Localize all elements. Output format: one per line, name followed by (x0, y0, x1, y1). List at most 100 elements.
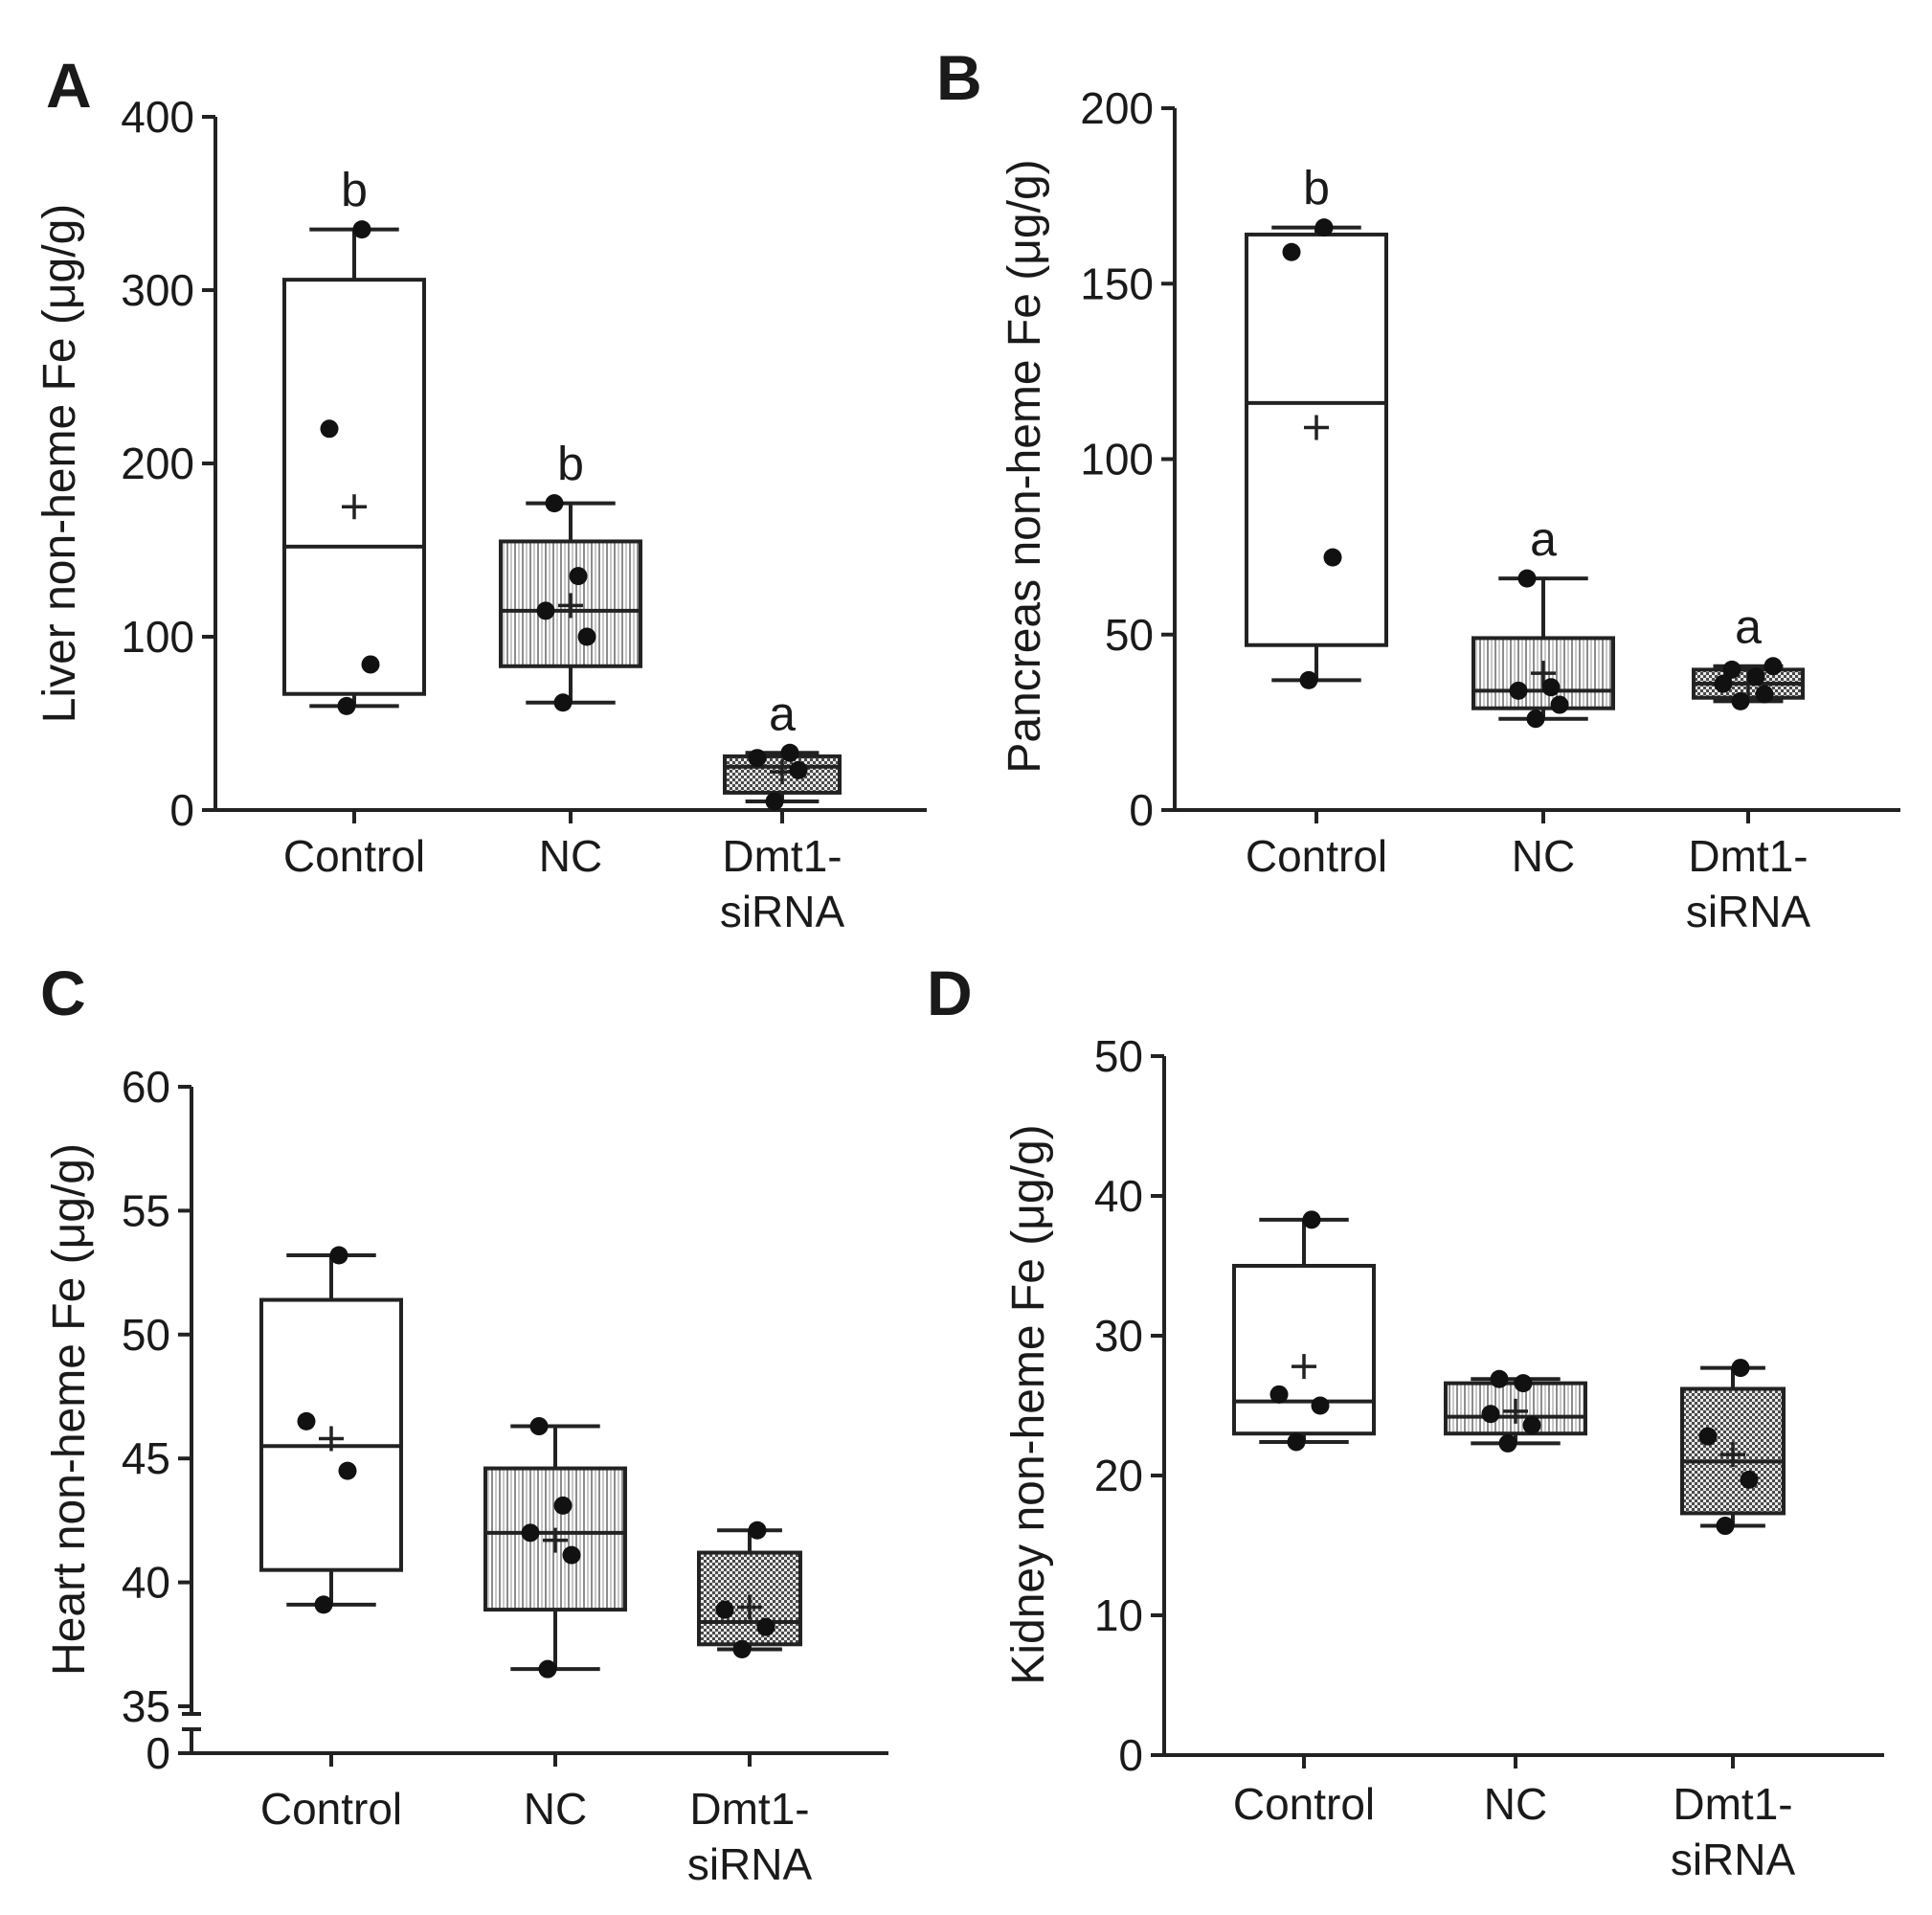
y-tick-label: 20 (1094, 1451, 1143, 1500)
data-point (1314, 218, 1334, 237)
significance-label: a (1735, 600, 1762, 654)
significance-label: a (1530, 512, 1557, 566)
data-point (1731, 1359, 1750, 1378)
x-category-label-line: Dmt1- (722, 831, 842, 881)
data-point (1740, 1470, 1759, 1489)
x-category-label: Dmt1- siRNA (720, 831, 845, 936)
data-point (538, 1659, 557, 1678)
data-point (1541, 678, 1561, 697)
y-tick-label: 55 (122, 1185, 170, 1235)
data-point (545, 494, 564, 513)
data-point (1498, 1433, 1517, 1453)
data-point (1746, 667, 1765, 687)
data-point (1509, 681, 1528, 700)
data-point (1282, 242, 1301, 261)
x-category-label-line: NC (1512, 831, 1575, 881)
y-axis-title: Liver non-heme Fe (μg/g) (34, 204, 85, 724)
data-point (1287, 1432, 1306, 1452)
y-tick-label: 10 (1094, 1590, 1143, 1640)
y-tick-label: 150 (1080, 259, 1154, 308)
x-category-label-line: siRNA (1671, 1835, 1796, 1884)
x-category-label: Control (1246, 831, 1387, 881)
data-point (529, 1417, 549, 1436)
y-tick-label: 40 (122, 1558, 170, 1608)
data-point (780, 743, 799, 762)
x-category-label: NC (1484, 1779, 1547, 1829)
y-tick-label: 400 (121, 92, 194, 142)
data-point (748, 1521, 767, 1540)
data-point (320, 419, 339, 439)
data-point (1481, 1405, 1500, 1424)
x-category-label: Control (283, 831, 425, 881)
data-point (1716, 1517, 1735, 1536)
box-control: b (1245, 162, 1388, 689)
iqr-box (282, 278, 426, 696)
data-point (562, 1545, 581, 1565)
panel-letter: A (46, 50, 92, 121)
x-category-label-line: Dmt1- (1673, 1779, 1792, 1829)
y-tick-label: 50 (1094, 1031, 1143, 1081)
y-tick-label: 0 (146, 1728, 170, 1778)
data-point (297, 1411, 316, 1431)
x-category-label-line: Control (283, 831, 425, 881)
x-category-label-line: Control (1233, 1779, 1375, 1829)
data-point (521, 1523, 540, 1543)
box-control (259, 1246, 403, 1614)
x-category-label-line: Control (260, 1784, 402, 1834)
x-category-label-line: Control (1246, 831, 1387, 881)
data-point (715, 1600, 734, 1619)
data-point (1490, 1369, 1509, 1388)
data-point (748, 749, 767, 768)
data-point (314, 1595, 333, 1614)
data-point (337, 696, 356, 715)
data-point (1526, 710, 1545, 729)
data-point (553, 1496, 573, 1515)
data-point (352, 220, 371, 239)
data-point (756, 1617, 775, 1636)
significance-label: b (341, 164, 368, 217)
data-point (789, 760, 808, 779)
x-category-label-line: siRNA (687, 1839, 813, 1889)
panel-d: D Kidney non-heme Fe (μg/g) 0 10 20 30 40 50 Con… (927, 958, 1884, 1884)
box-nc (1444, 1369, 1587, 1453)
x-category-label-line: NC (1484, 1779, 1547, 1829)
panel-letter: D (927, 958, 973, 1028)
y-tick-label: 30 (1094, 1311, 1143, 1361)
data-point (536, 601, 555, 620)
x-category-label-line: Dmt1- (689, 1784, 809, 1834)
y-tick-label: 0 (1129, 785, 1154, 835)
data-point (1323, 548, 1342, 567)
data-point (338, 1461, 357, 1480)
x-category-label: NC (524, 1784, 587, 1834)
y-tick-label: 200 (121, 439, 194, 488)
box-nc: a (1471, 512, 1615, 729)
box-dmt1-sirna: a (723, 687, 842, 811)
data-point (1698, 1427, 1718, 1446)
data-point (1722, 660, 1741, 679)
data-point (1299, 670, 1318, 689)
x-category-label-line: siRNA (1686, 887, 1811, 936)
iqr-box (1245, 232, 1388, 647)
panel-b: B Pancreas non-heme Fe (μg/g) 0 50 100 150 200… (936, 42, 1900, 936)
y-tick-label: 0 (1118, 1730, 1143, 1780)
data-point (732, 1639, 752, 1658)
box-dmt1-sirna (697, 1521, 802, 1658)
x-category-label-line: NC (524, 1784, 587, 1834)
significance-label: b (1303, 162, 1330, 215)
box-control: b (282, 164, 426, 715)
y-axis-title: Heart non-heme Fe (μg/g) (44, 1143, 95, 1676)
panel-c: C Heart non-heme Fe (μg/g) 035 40 45 50 55 60 Co… (40, 958, 888, 1889)
y-tick-label: 40 (1094, 1171, 1143, 1221)
x-category-label: NC (539, 831, 602, 881)
x-category-label: Control (260, 1784, 402, 1834)
data-point (361, 655, 380, 674)
significance-label: b (557, 438, 584, 491)
y-tick-label: 100 (121, 612, 194, 662)
y-axis-title: Pancreas non-heme Fe (μg/g) (1000, 159, 1050, 773)
data-point (1311, 1396, 1330, 1415)
data-point (1522, 1415, 1541, 1434)
box-control (1232, 1210, 1376, 1452)
data-point (329, 1246, 348, 1265)
panel-a: A Liver non-heme Fe (μg/g) 0 100 200 300 400 Co… (34, 50, 927, 936)
